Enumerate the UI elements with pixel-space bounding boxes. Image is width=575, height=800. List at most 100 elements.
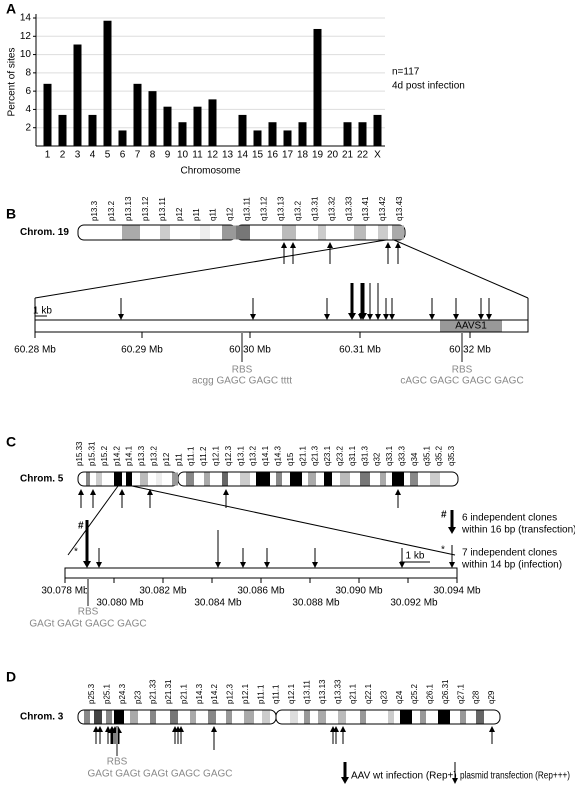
band-label: q13.13	[276, 196, 285, 221]
chromosome-band	[130, 710, 138, 724]
chromosome-name: Chrom. 19	[20, 227, 69, 238]
band-label: q27.1	[456, 683, 465, 704]
panel-label: D	[6, 669, 16, 685]
bar	[58, 114, 67, 146]
legend-symbol: #	[441, 510, 447, 521]
x-tick-label: 15	[252, 150, 264, 161]
arrow-head	[348, 313, 356, 320]
band-label: p12	[162, 452, 171, 466]
x-tick-label: 9	[165, 150, 171, 161]
band-label: q12.1	[287, 683, 296, 704]
band-label: q13.43	[395, 196, 404, 221]
band-label: q13.32	[327, 196, 336, 221]
region-label: AAVS1	[455, 321, 487, 332]
arrow-head	[96, 562, 102, 568]
x-tick-label: 21	[342, 150, 354, 161]
x-axis-label: Chromosome	[180, 166, 240, 177]
bar	[298, 122, 307, 146]
band-label: p12	[175, 207, 184, 221]
chromosome-band	[190, 710, 196, 724]
y-tick-label: 4	[25, 104, 31, 115]
arrow-head	[489, 726, 495, 732]
position-label: 30.078 Mb	[41, 586, 89, 597]
arrow-head	[78, 489, 84, 495]
chromosome-band	[318, 710, 326, 724]
arrow-head	[395, 489, 401, 495]
arrow-head	[119, 489, 125, 495]
arrow-head	[215, 562, 221, 568]
band-label: q35.1	[422, 445, 431, 466]
arrow-head	[453, 314, 459, 320]
arrow-head	[178, 726, 184, 732]
y-tick-label: 6	[25, 86, 31, 97]
chromosome-band	[114, 710, 124, 724]
x-tick-label: 4	[90, 150, 96, 161]
bar	[208, 99, 217, 146]
band-label: p13.3	[90, 200, 99, 221]
band-label: q21.1	[349, 683, 358, 704]
chromosome-band	[156, 472, 162, 486]
bar	[133, 83, 142, 146]
band-label: q11.1	[272, 684, 281, 704]
y-tick-label: 8	[25, 67, 31, 78]
band-label: p11	[174, 453, 183, 466]
band-label: q23.1	[323, 445, 332, 466]
marker: *	[74, 547, 78, 558]
bar	[253, 130, 262, 146]
band-label: p15.31	[88, 441, 97, 466]
chromosome-band	[360, 710, 366, 724]
arrow-head	[452, 778, 458, 784]
position-label: 30.092 Mb	[390, 598, 438, 609]
band-label: p15.33	[75, 441, 84, 466]
position-label: 60.30 Mb	[229, 345, 271, 356]
arrow-head	[147, 489, 153, 495]
band-label: q31.3	[360, 445, 369, 466]
chromosome-name: Chrom. 3	[20, 712, 64, 723]
chromosome-band	[438, 710, 450, 724]
band-label: p24.3	[118, 683, 127, 704]
arrow-head	[448, 527, 456, 534]
arrow-head	[327, 242, 333, 248]
chromosome-band	[290, 710, 298, 724]
region-highlight	[440, 320, 502, 332]
band-label: q13.33	[333, 679, 342, 704]
bar	[73, 44, 82, 147]
arrow-head	[375, 314, 381, 320]
bar	[43, 83, 52, 146]
chromosome-band	[290, 472, 302, 486]
y-tick-label: 2	[25, 122, 31, 133]
chromosome-band	[94, 710, 102, 724]
bar	[313, 28, 322, 146]
chromosome-band	[244, 710, 254, 724]
chromosome-band	[324, 472, 332, 486]
band-label: q21.3	[311, 445, 320, 466]
position-label: 60.28 Mb	[14, 345, 56, 356]
arrow-head	[449, 562, 455, 568]
arrow-head	[118, 314, 124, 320]
legend-text: plasmid transfection (Rep+++)	[460, 771, 570, 782]
scale-label: 1 kb	[406, 551, 425, 562]
band-label: q35.3	[447, 445, 456, 466]
chromosome	[77, 224, 237, 241]
chromosome-band	[354, 225, 366, 240]
zoom-line	[67, 485, 119, 556]
chromosome-band	[392, 472, 404, 486]
chromosome-name: Chrom. 5	[20, 474, 64, 485]
chromosome-band	[338, 710, 346, 724]
band-label: p14.2	[112, 445, 121, 466]
band-label: q13.31	[310, 196, 319, 221]
chromosome-band	[204, 472, 210, 486]
chromosome-band	[200, 225, 210, 240]
chromosome-band	[460, 710, 466, 724]
annotation: n=117	[392, 67, 420, 78]
position-label: 30.082 Mb	[139, 586, 187, 597]
arrow-head	[250, 314, 256, 320]
x-tick-label: 12	[207, 150, 219, 161]
chromosome-band	[340, 472, 350, 486]
x-tick-label: 5	[105, 150, 111, 161]
bar	[178, 122, 187, 146]
band-label: q13.33	[344, 196, 353, 221]
x-tick-label: 13	[222, 150, 234, 161]
chromosome-band	[240, 472, 250, 486]
